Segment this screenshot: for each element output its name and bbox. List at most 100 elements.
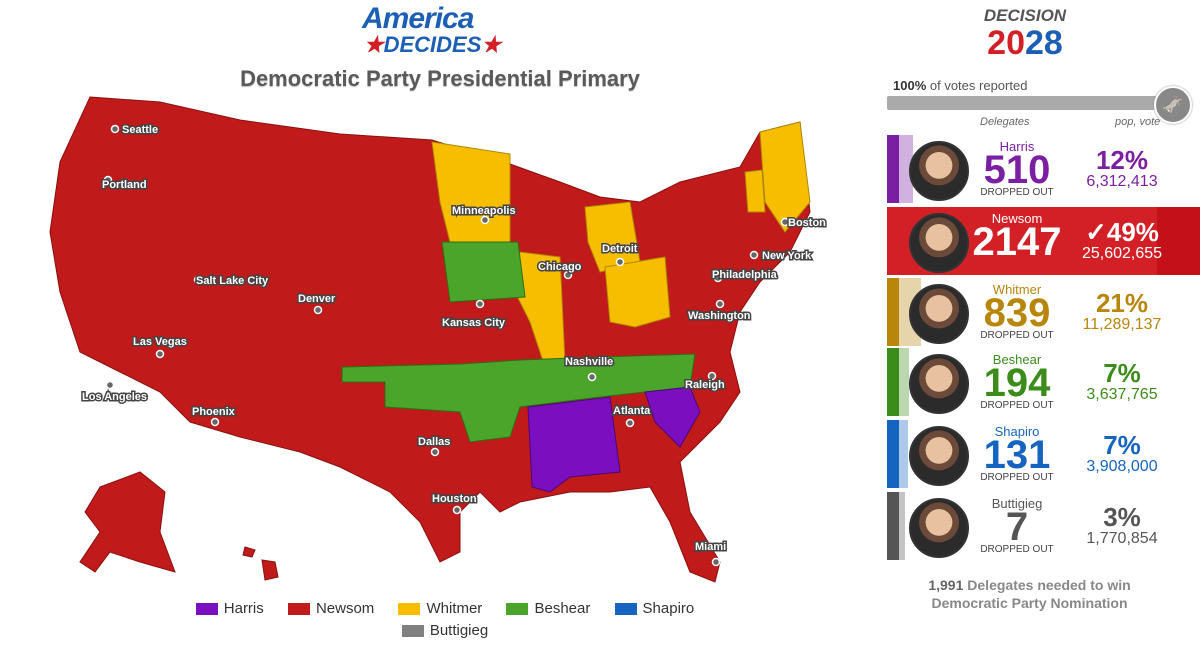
city-label: Dallas: [418, 436, 450, 448]
candidate-status: DROPPED OUT: [980, 187, 1054, 198]
legend-swatch: [195, 603, 218, 616]
city-label: Washington: [688, 310, 751, 322]
candidate-row-buttigieg[interactable]: Buttigieg 7 DROPPED OUT 3% 1,770,854: [887, 492, 1158, 560]
legend-swatch: [401, 625, 424, 638]
candidate-row-newsom[interactable]: Newsom 2147 ✓49% 25,602,655: [887, 207, 1162, 275]
reported-value: 100%: [893, 78, 927, 93]
candidate-delegates: 7: [1005, 505, 1029, 549]
candidate-row-whitmer[interactable]: Whitmer 839 DROPPED OUT 21% 11,289,137: [887, 278, 1161, 346]
candidate-percent: 3%: [1103, 502, 1141, 532]
candidate-fill-bar: [899, 492, 905, 560]
candidate-photo: [909, 141, 969, 201]
city-dot: [615, 257, 625, 267]
region-newsom-alaska[interactable]: [79, 471, 176, 573]
legend-swatch: [614, 603, 637, 616]
candidate-status: DROPPED OUT: [980, 400, 1054, 411]
city-label: Houston: [432, 493, 477, 505]
candidate-name: Buttigieg: [991, 496, 1043, 511]
legend-label: Buttigieg: [429, 622, 489, 639]
city-dot: [625, 418, 635, 428]
legend-swatch: [287, 603, 310, 616]
needed-number: 1,991: [928, 577, 964, 593]
candidate-color-bar: [887, 420, 899, 488]
city-dot: [313, 305, 323, 315]
city-label: Las Vegas: [133, 336, 187, 348]
needed-line1: Delegates needed to win: [967, 577, 1131, 593]
candidate-name: Shapiro: [994, 424, 1040, 439]
city-label: Salt Lake City: [196, 275, 269, 287]
candidate-row-beshear[interactable]: Beshear 194 DROPPED OUT 7% 3,637,765: [887, 348, 1158, 416]
city-dot: [210, 417, 220, 427]
logo-line2: DECIDES: [383, 32, 482, 57]
legend-label: Whitmer: [426, 600, 483, 617]
legend-label: Newsom: [315, 600, 375, 617]
candidate-color-bar: [887, 348, 899, 416]
legend-item-beshear: Beshear: [506, 598, 590, 620]
candidate-color-bar: [887, 135, 899, 203]
needed-line2: Democratic Party Nomination: [931, 595, 1128, 611]
candidate-status: DROPPED OUT: [980, 544, 1054, 555]
region-harris-mississippi-alabama[interactable]: [527, 396, 621, 493]
candidate-votes: 11,289,137: [1082, 316, 1162, 333]
candidate-delegates: 839: [983, 291, 1051, 335]
reporting-progress-bar: [887, 96, 1157, 110]
city-dot: [749, 250, 759, 260]
candidate-delegates: 510: [983, 148, 1051, 192]
city-label: Minneapolis: [452, 205, 516, 217]
states: [49, 96, 811, 583]
star-icon: ★: [363, 32, 384, 57]
candidate-photo: [909, 426, 969, 486]
legend-swatch: [506, 603, 529, 616]
candidate-name: Newsom: [991, 211, 1043, 226]
city-label: Phoenix: [192, 406, 236, 418]
city-label: Seattle: [122, 124, 158, 136]
city-label: Kansas City: [442, 317, 506, 329]
candidate-fill-bar: [899, 420, 908, 488]
candidate-delegates: 194: [983, 361, 1051, 405]
city-dot: [103, 175, 113, 185]
decision-logo: DECISION 2028: [975, 6, 1075, 60]
star-icon: ★: [481, 32, 502, 57]
city-dot: [713, 273, 723, 283]
candidate-name: Harris: [999, 139, 1035, 154]
candidate-color-bar: [887, 207, 899, 275]
region-beshear-iowa[interactable]: [441, 241, 526, 303]
city-label: Detroit: [602, 243, 638, 255]
region-newsom-hawaii[interactable]: [242, 546, 279, 581]
city-markers: Seattle Portland Salt Lake City Denver L…: [81, 123, 828, 567]
city-dot: [715, 299, 725, 309]
city-label: Raleigh: [685, 379, 725, 391]
america-decides-logo: America ★DECIDES★: [350, 2, 520, 60]
candidate-name: Whitmer: [992, 282, 1042, 297]
candidate-status: DROPPED OUT: [980, 472, 1054, 483]
region-whitmer-vermont[interactable]: [744, 169, 766, 213]
city-dot: [193, 275, 203, 285]
winner-highlight: [1157, 207, 1200, 275]
legend-item-buttigieg: Buttigieg: [401, 620, 489, 642]
candidate-fill-bar: [899, 348, 909, 416]
candidate-name: Beshear: [992, 352, 1042, 367]
legend-label: Beshear: [534, 600, 591, 617]
map-legend: Harris Newsom Whitmer Beshear Shapiro Bu…: [180, 598, 710, 642]
us-map: Seattle Portland Salt Lake City Denver L…: [49, 96, 828, 583]
candidate-percent: ✓49%: [1085, 217, 1159, 247]
candidate-fill-bar: [899, 135, 913, 203]
city-label: Chicago: [538, 261, 582, 273]
city-dot: [475, 299, 485, 309]
region-harris-south-carolina[interactable]: [644, 386, 701, 448]
region-beshear-south-band[interactable]: [341, 353, 696, 443]
region-whitmer-ohio[interactable]: [604, 256, 671, 328]
region-whitmer-newengland[interactable]: [759, 121, 811, 233]
legend-item-harris: Harris: [195, 598, 264, 620]
year-part-a: 20: [987, 24, 1025, 62]
city-label: Portland: [102, 179, 147, 191]
city-dot: [780, 217, 790, 227]
candidate-votes: 6,312,413: [1086, 173, 1158, 190]
city-dot: [110, 124, 120, 134]
decision-label: DECISION: [983, 6, 1067, 25]
logo-line1: America: [362, 2, 474, 35]
candidate-row-harris[interactable]: Harris 510 DROPPED OUT 12% 6,312,413: [887, 135, 1158, 203]
candidate-row-shapiro[interactable]: Shapiro 131 DROPPED OUT 7% 3,908,000: [887, 420, 1158, 488]
city-label: Boston: [788, 217, 826, 229]
candidate-votes: 1,770,854: [1086, 530, 1158, 547]
